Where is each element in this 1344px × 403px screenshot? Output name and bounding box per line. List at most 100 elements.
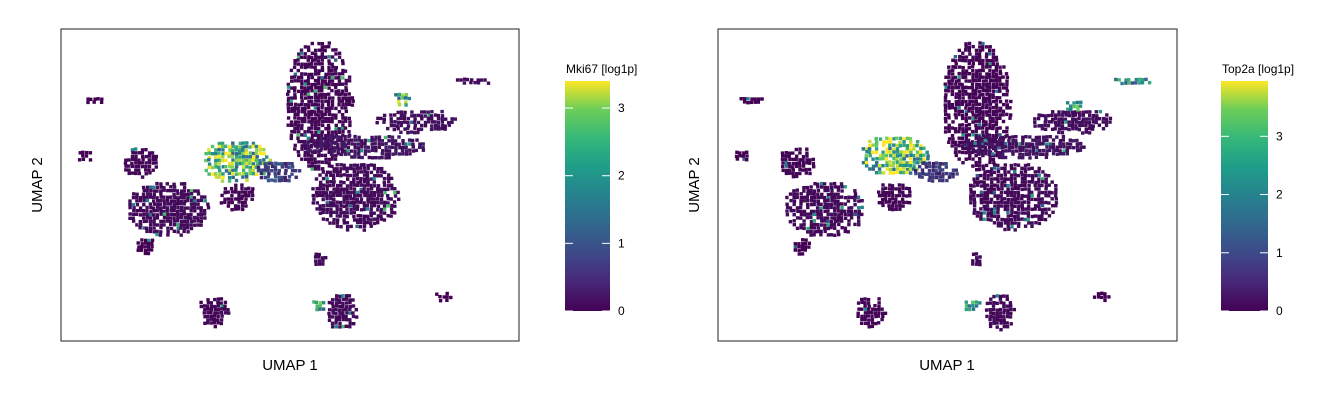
cell-point bbox=[1023, 194, 1028, 198]
cell-point bbox=[251, 172, 256, 176]
cell-point bbox=[146, 251, 151, 256]
cell-point bbox=[348, 311, 352, 315]
cell-point bbox=[1084, 127, 1088, 132]
cell-point bbox=[141, 157, 145, 161]
cell-point bbox=[1092, 295, 1097, 299]
cell-point bbox=[297, 153, 301, 158]
cell-point bbox=[384, 145, 388, 150]
cell-point bbox=[905, 154, 909, 158]
cell-point bbox=[330, 116, 334, 121]
cell-point bbox=[964, 103, 969, 107]
cell-point bbox=[150, 151, 155, 155]
cell-point bbox=[809, 233, 813, 237]
cell-point bbox=[950, 105, 954, 110]
cell-point bbox=[345, 311, 349, 315]
cell-point bbox=[993, 138, 997, 142]
cell-point bbox=[1055, 145, 1059, 149]
cell-point bbox=[330, 321, 335, 325]
cell-point bbox=[1009, 166, 1014, 171]
cell-point bbox=[337, 315, 342, 319]
cell-point bbox=[951, 76, 955, 80]
cell-point bbox=[290, 162, 294, 166]
cell-point bbox=[1026, 218, 1030, 222]
cell-point bbox=[1009, 322, 1013, 326]
cell-point bbox=[338, 294, 342, 299]
cell-point bbox=[179, 233, 183, 237]
cell-point bbox=[988, 85, 992, 90]
cell-point bbox=[365, 220, 370, 225]
cell-point bbox=[139, 223, 143, 227]
cell-point bbox=[967, 86, 971, 90]
cell-point bbox=[348, 123, 352, 128]
cell-point bbox=[226, 190, 230, 194]
cell-point bbox=[132, 206, 136, 210]
cell-point bbox=[429, 114, 434, 118]
cell-point bbox=[971, 262, 975, 266]
cell-point bbox=[812, 212, 817, 216]
cell-point bbox=[1013, 176, 1017, 181]
cell-point bbox=[313, 123, 318, 127]
cell-point bbox=[996, 200, 1000, 205]
cell-point bbox=[964, 55, 969, 59]
cell-point bbox=[1074, 117, 1078, 122]
cell-point bbox=[788, 164, 792, 169]
cell-point bbox=[964, 106, 968, 110]
cell-point bbox=[137, 245, 141, 249]
cell-point bbox=[128, 216, 132, 220]
cell-point bbox=[293, 102, 298, 107]
cell-point bbox=[330, 157, 334, 161]
cell-point bbox=[248, 168, 252, 172]
cell-point bbox=[981, 123, 986, 127]
cell-point bbox=[217, 148, 221, 152]
cell-point bbox=[987, 145, 992, 150]
cell-point bbox=[245, 155, 249, 159]
cell-point bbox=[1058, 145, 1062, 149]
cell-point bbox=[303, 113, 308, 117]
cell-point bbox=[874, 321, 878, 326]
cell-point bbox=[1071, 127, 1075, 131]
cell-point bbox=[290, 109, 294, 113]
cell-point bbox=[953, 130, 958, 134]
cell-point bbox=[977, 58, 982, 63]
cell-point bbox=[373, 174, 377, 178]
cell-point bbox=[794, 161, 799, 165]
cell-point bbox=[994, 103, 999, 107]
cell-point bbox=[443, 127, 447, 131]
cell-point bbox=[334, 116, 338, 120]
cell-point bbox=[376, 197, 380, 201]
cell-point bbox=[259, 171, 264, 176]
cell-point bbox=[987, 149, 991, 153]
cell-point bbox=[1018, 152, 1022, 156]
cell-point bbox=[971, 252, 976, 256]
cell-point bbox=[369, 214, 373, 218]
cell-point bbox=[327, 119, 331, 123]
cell-point bbox=[366, 217, 370, 221]
cell-point bbox=[885, 163, 889, 168]
cell-point bbox=[366, 180, 370, 184]
cell-point bbox=[1001, 82, 1005, 87]
cell-point bbox=[898, 200, 902, 204]
cell-point bbox=[341, 129, 345, 134]
cell-point bbox=[314, 72, 318, 76]
cell-point bbox=[330, 55, 335, 59]
cell-point bbox=[802, 189, 806, 193]
cell-point bbox=[971, 95, 975, 100]
cell-point bbox=[902, 157, 906, 161]
cell-point bbox=[352, 214, 356, 219]
cell-point bbox=[904, 186, 909, 191]
cell-point bbox=[1060, 120, 1065, 124]
cell-point bbox=[365, 174, 370, 178]
cell-point bbox=[270, 161, 274, 166]
cell-point bbox=[356, 193, 360, 198]
cell-point bbox=[423, 124, 428, 128]
cell-point bbox=[985, 127, 989, 131]
cell-point bbox=[1050, 113, 1054, 117]
cell-point bbox=[994, 145, 998, 149]
cell-point bbox=[96, 97, 100, 101]
cell-point bbox=[420, 123, 424, 128]
cell-point bbox=[1097, 123, 1102, 127]
cell-point bbox=[314, 300, 319, 305]
cell-point bbox=[296, 112, 300, 117]
cell-point bbox=[315, 307, 319, 312]
cell-point bbox=[1057, 127, 1062, 131]
